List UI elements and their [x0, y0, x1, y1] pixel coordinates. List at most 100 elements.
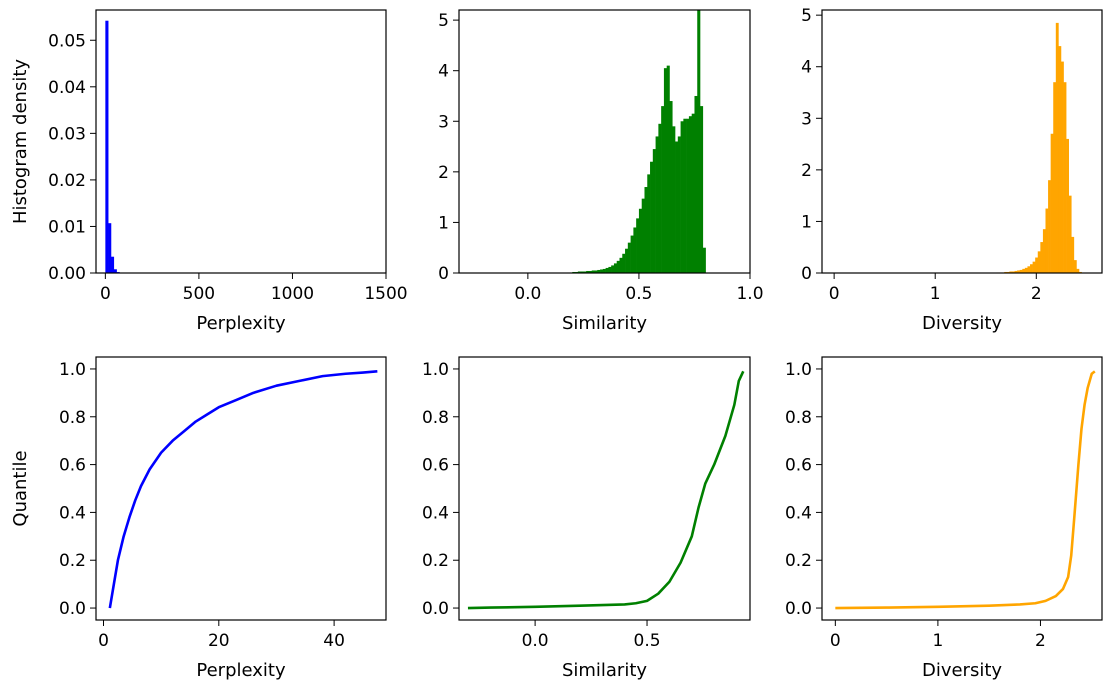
axis-ticks: 0 20 40 0.0 0.2 0.4 0.6 0.8 1.0: [59, 360, 345, 651]
y-tick-label: 0.00: [48, 264, 86, 284]
x-axis-label: Diversity: [922, 313, 1002, 334]
histogram-bar: [616, 260, 620, 273]
histogram-bar: [1048, 180, 1051, 273]
subplot-perplexity-quantile: 0 20 40 0.0 0.2 0.4 0.6 0.8 1.0 Perplexity Quant…: [10, 356, 387, 681]
histogram-bar: [1066, 138, 1069, 273]
axes-frame: [821, 9, 1103, 274]
histogram-bar: [1037, 251, 1041, 273]
x-tick-label: 2: [1035, 631, 1046, 651]
histogram-bar: [680, 121, 684, 274]
histogram-bar: [580, 271, 584, 273]
quantile-curve: [835, 370, 1096, 610]
subplot-perplexity-histogram: 0 500 1000 1500 0.00 0.01 0.02 0.03 0.04 0.05 Per…: [10, 9, 408, 334]
x-tick-label: 0: [100, 284, 111, 304]
x-tick-label: 1: [932, 631, 943, 651]
y-tick-label: 0.8: [785, 408, 812, 428]
x-axis-label: Diversity: [922, 660, 1002, 681]
histogram-bar: [586, 270, 590, 273]
histogram-bar: [600, 269, 604, 273]
y-tick-label: 0.0: [785, 599, 812, 619]
y-axis-label: Histogram density: [10, 59, 31, 224]
x-tick-label: 0: [98, 631, 109, 651]
histogram-bar: [1060, 61, 1064, 273]
histogram-bar: [658, 123, 662, 273]
axis-ticks: 0.0 0.5 0.0 0.2 0.4 0.6 0.8 1.0: [422, 360, 661, 651]
quantile-line: [467, 370, 745, 610]
histogram-bar: [619, 257, 623, 273]
quantile-curve: [108, 370, 378, 609]
axis-ticks: 0.0 0.5 1.0 0 1 2 3 4 5: [438, 11, 763, 304]
histogram-bar: [105, 20, 109, 274]
y-tick-label: 0.6: [59, 456, 86, 476]
y-tick-label: 0.01: [48, 217, 86, 237]
x-tick-label: 0.0: [522, 631, 549, 651]
histogram-bar: [697, 10, 701, 273]
y-tick-label: 4: [438, 62, 449, 82]
x-tick-label: 0.5: [634, 631, 661, 651]
y-axis-label: Quantile: [10, 450, 31, 526]
histogram-bar: [666, 65, 670, 273]
histogram-bar: [627, 242, 631, 273]
x-axis-label: Perplexity: [196, 660, 286, 681]
histogram-bar: [1017, 270, 1021, 273]
x-tick-label: 1.0: [736, 284, 763, 304]
histogram-bar: [1040, 242, 1044, 273]
y-tick-label: 0.05: [48, 31, 86, 51]
axes-frame: [95, 356, 387, 621]
y-tick-label: 5: [801, 6, 812, 26]
y-tick-label: 3: [438, 112, 449, 132]
y-tick-label: 0.2: [422, 551, 449, 571]
histogram-bar: [583, 271, 587, 273]
histogram-bar: [1071, 236, 1075, 273]
histogram-bar: [661, 106, 665, 273]
x-tick-label: 20: [208, 631, 230, 651]
histogram-bar: [613, 263, 618, 273]
y-tick-label: 1.0: [59, 360, 86, 380]
histogram-bar: [1032, 261, 1036, 273]
histogram-bar: [655, 136, 659, 273]
histogram-bar: [108, 223, 112, 273]
histogram-bar: [1014, 270, 1018, 273]
histogram-bar: [611, 265, 615, 273]
histogram-bar: [625, 248, 629, 273]
axes-frame: [458, 356, 751, 621]
y-tick-label: 0.03: [48, 124, 86, 144]
subplot-similarity-quantile: 0.0 0.5 0.0 0.2 0.4 0.6 0.8 1.0 Similarity: [422, 356, 751, 681]
y-tick-label: 4: [801, 58, 812, 78]
histogram-bar: [1076, 268, 1080, 273]
histogram-bar: [669, 101, 673, 273]
histogram-bar: [641, 198, 645, 273]
y-tick-label: 0.2: [785, 551, 812, 571]
histogram-bar: [588, 270, 593, 273]
histogram-bar: [602, 268, 606, 273]
histogram-bar: [1027, 266, 1031, 273]
histogram-bar: [688, 116, 692, 274]
x-tick-label: 1000: [271, 284, 314, 304]
histogram-bar: [1030, 264, 1033, 273]
x-axis-label: Similarity: [562, 313, 647, 334]
y-tick-label: 1.0: [785, 360, 812, 380]
histogram-bar: [1011, 271, 1015, 273]
histogram-bar: [1073, 260, 1077, 273]
histogram-bar: [652, 149, 656, 273]
histogram-bar: [1009, 271, 1013, 273]
x-tick-label: 0.0: [514, 284, 541, 304]
histogram-bar: [1053, 82, 1057, 273]
histogram-bar: [702, 247, 706, 273]
y-tick-label: 3: [801, 109, 812, 129]
axes-frame: [821, 356, 1103, 621]
histogram-bar: [686, 118, 690, 274]
quantile-line: [108, 370, 378, 609]
y-tick-label: 0: [801, 264, 812, 284]
histogram-bar: [1068, 195, 1072, 273]
histogram-bar: [110, 256, 115, 273]
axis-ticks: 0 500 1000 1500 0.00 0.01 0.02 0.03 0.04 0.05: [48, 31, 407, 304]
y-tick-label: 0.4: [422, 503, 449, 523]
histogram-bar: [1022, 268, 1026, 273]
subplot-similarity-histogram: 0.0 0.5 1.0 0 1 2 3 4 5 Similarity: [438, 9, 764, 334]
histogram-bar: [1058, 46, 1062, 273]
histogram-bar: [647, 174, 651, 274]
histogram-bar: [644, 187, 648, 273]
histogram-bar: [1063, 82, 1067, 273]
